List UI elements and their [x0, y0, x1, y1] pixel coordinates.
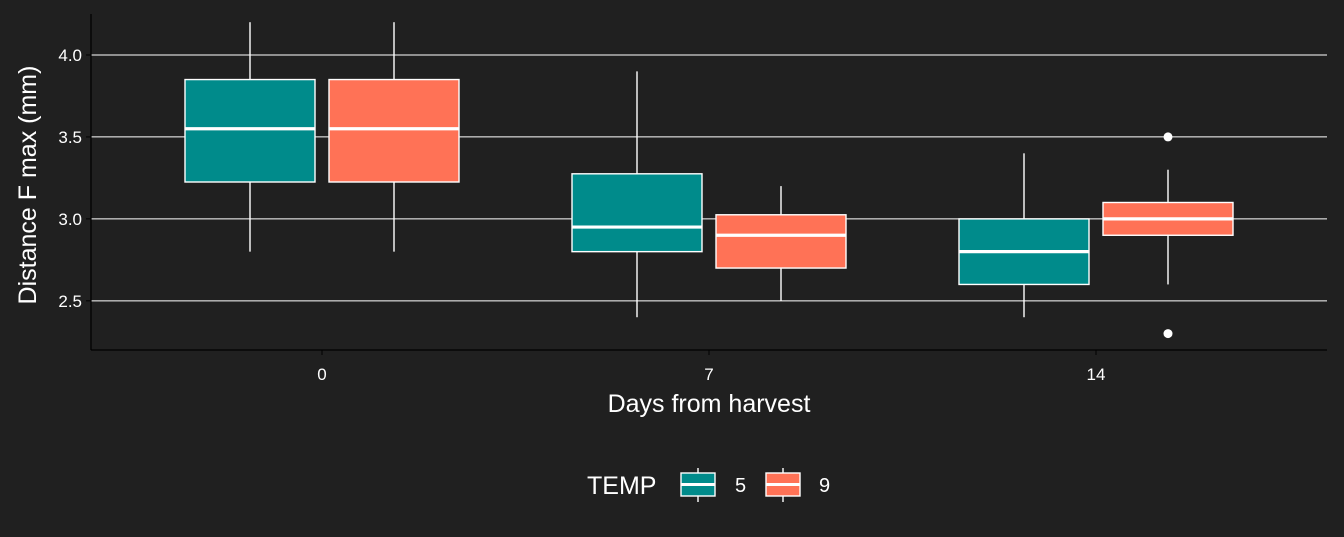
x-axis-title: Days from harvest: [608, 390, 811, 418]
box-5-day-7: [571, 71, 703, 318]
box-series: [184, 22, 1234, 339]
legend-label: 9: [819, 475, 830, 497]
box-5-day-0: [184, 22, 316, 252]
legend-label: 5: [735, 475, 746, 497]
legend-title: TEMP: [587, 472, 656, 500]
x-tick-label: 14: [1087, 365, 1106, 384]
y-axis-title: Distance F max (mm): [14, 66, 42, 305]
box-iqr: [328, 78, 460, 183]
box-iqr: [184, 78, 316, 183]
legend-item-9: 9: [765, 468, 830, 502]
outlier-point: [1163, 329, 1173, 339]
y-tick-label: 3.0: [58, 210, 82, 229]
x-tick-labels: 0 7 14: [317, 350, 1105, 384]
y-tick-label: 4.0: [58, 46, 82, 65]
outlier-point: [1163, 132, 1173, 142]
box-9-day-7: [715, 186, 847, 301]
box-9-day-0: [328, 22, 460, 252]
y-tick-label: 2.5: [58, 292, 82, 311]
legend: TEMP 5 9: [587, 468, 830, 502]
y-tick-label: 3.5: [58, 128, 82, 147]
legend-item-5: 5: [680, 468, 746, 502]
y-tick-labels: 2.5 3.0 3.5 4.0: [58, 46, 91, 311]
box-iqr: [571, 173, 703, 253]
x-tick-label: 0: [317, 365, 326, 384]
box-5-day-14: [958, 153, 1090, 318]
box-9-day-14: [1102, 132, 1234, 339]
box-iqr: [715, 214, 847, 269]
x-tick-label: 7: [704, 365, 713, 384]
